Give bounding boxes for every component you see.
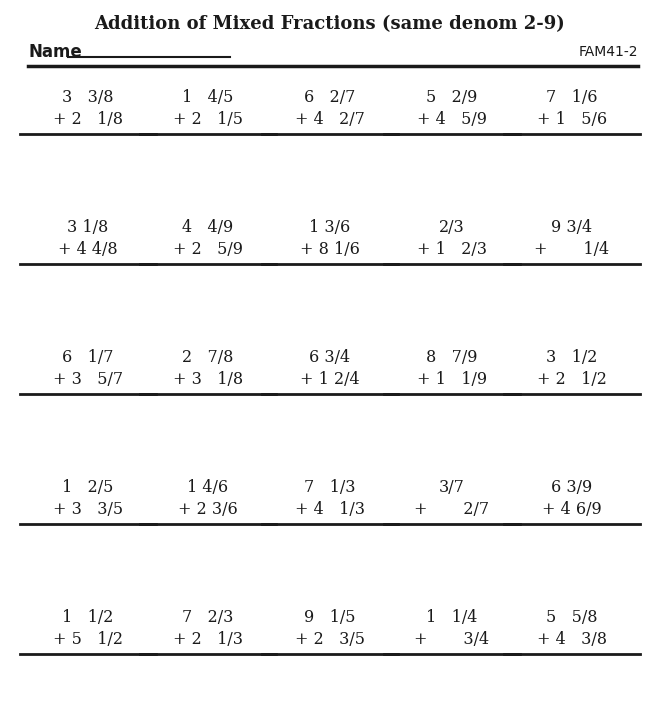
Text: + 1   2/3: + 1 2/3 bbox=[417, 242, 487, 258]
Text: + 2   3/5: + 2 3/5 bbox=[295, 631, 365, 649]
Text: + 4 6/9: + 4 6/9 bbox=[542, 502, 602, 518]
Text: 1   2/5: 1 2/5 bbox=[62, 479, 114, 497]
Text: Addition of Mixed Fractions (same denom 2-9): Addition of Mixed Fractions (same denom … bbox=[94, 15, 566, 33]
Text: + 2   1/5: + 2 1/5 bbox=[173, 111, 243, 128]
Text: + 3   1/8: + 3 1/8 bbox=[173, 371, 243, 389]
Text: + 4   2/7: + 4 2/7 bbox=[295, 111, 365, 128]
Text: 3 1/8: 3 1/8 bbox=[67, 219, 109, 237]
Text: + 4   3/8: + 4 3/8 bbox=[537, 631, 607, 649]
Text: Name: Name bbox=[28, 43, 82, 61]
Text: 1   1/2: 1 1/2 bbox=[62, 610, 114, 626]
Text: 6   2/7: 6 2/7 bbox=[304, 90, 356, 106]
Text: + 2   5/9: + 2 5/9 bbox=[173, 242, 243, 258]
Text: 2   7/8: 2 7/8 bbox=[182, 350, 234, 366]
Text: 8   7/9: 8 7/9 bbox=[426, 350, 478, 366]
Text: 3/7: 3/7 bbox=[439, 479, 465, 497]
Text: 6 3/9: 6 3/9 bbox=[551, 479, 593, 497]
Text: 6   1/7: 6 1/7 bbox=[62, 350, 114, 366]
Text: + 8 1/6: + 8 1/6 bbox=[300, 242, 360, 258]
Text: 1 3/6: 1 3/6 bbox=[310, 219, 350, 237]
Text: FAM41-2: FAM41-2 bbox=[579, 45, 638, 59]
Text: +       2/7: + 2/7 bbox=[414, 502, 490, 518]
Text: 4   4/9: 4 4/9 bbox=[182, 219, 234, 237]
Text: 6 3/4: 6 3/4 bbox=[310, 350, 350, 366]
Text: + 2   1/3: + 2 1/3 bbox=[173, 631, 243, 649]
Text: + 4   1/3: + 4 1/3 bbox=[295, 502, 365, 518]
Text: + 4 4/8: + 4 4/8 bbox=[58, 242, 118, 258]
Text: + 5   1/2: + 5 1/2 bbox=[53, 631, 123, 649]
Text: 9 3/4: 9 3/4 bbox=[552, 219, 593, 237]
Text: + 1 2/4: + 1 2/4 bbox=[300, 371, 360, 389]
Text: 1   4/5: 1 4/5 bbox=[182, 90, 234, 106]
Text: 7   1/6: 7 1/6 bbox=[546, 90, 598, 106]
Text: 5   2/9: 5 2/9 bbox=[426, 90, 478, 106]
Text: 1   1/4: 1 1/4 bbox=[426, 610, 478, 626]
Text: + 2 3/6: + 2 3/6 bbox=[178, 502, 238, 518]
Text: 2/3: 2/3 bbox=[439, 219, 465, 237]
Text: + 4   5/9: + 4 5/9 bbox=[417, 111, 487, 128]
Text: 5   5/8: 5 5/8 bbox=[546, 610, 598, 626]
Text: 7   1/3: 7 1/3 bbox=[304, 479, 356, 497]
Text: + 2   1/2: + 2 1/2 bbox=[537, 371, 607, 389]
Text: + 2   1/8: + 2 1/8 bbox=[53, 111, 123, 128]
Text: 9   1/5: 9 1/5 bbox=[304, 610, 356, 626]
Text: 1 4/6: 1 4/6 bbox=[187, 479, 228, 497]
Text: 3   3/8: 3 3/8 bbox=[62, 90, 114, 106]
Text: 7   2/3: 7 2/3 bbox=[182, 610, 234, 626]
Text: 3   1/2: 3 1/2 bbox=[546, 350, 598, 366]
Text: +       1/4: + 1/4 bbox=[535, 242, 610, 258]
Text: + 1   5/6: + 1 5/6 bbox=[537, 111, 607, 128]
Text: + 1   1/9: + 1 1/9 bbox=[417, 371, 487, 389]
Text: +       3/4: + 3/4 bbox=[414, 631, 490, 649]
Text: + 3   3/5: + 3 3/5 bbox=[53, 502, 123, 518]
Text: + 3   5/7: + 3 5/7 bbox=[53, 371, 123, 389]
